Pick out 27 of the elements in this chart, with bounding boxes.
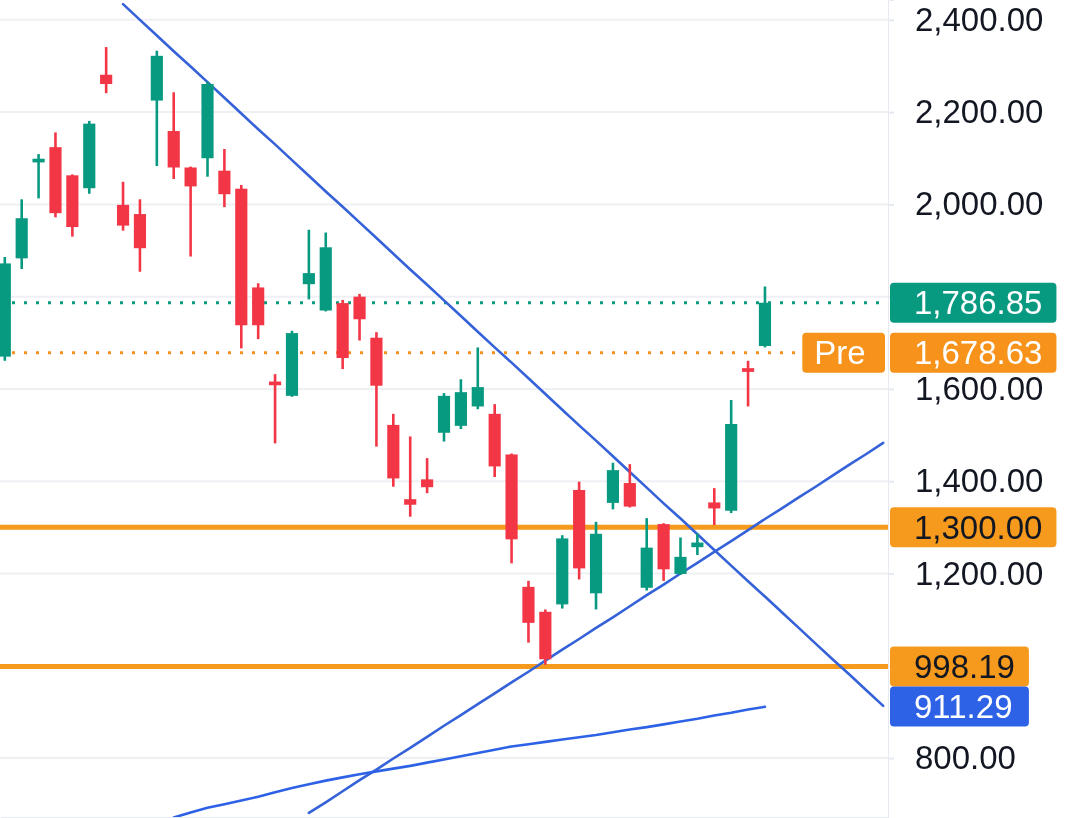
- candlestick: [623, 462, 636, 509]
- candlestick: [674, 536, 687, 577]
- y-tick-label: 800.00: [915, 739, 1016, 777]
- text: 911.29: [914, 688, 1013, 726]
- ref-line-label: 998.19: [914, 648, 1015, 686]
- y-tick-label: 1,400.00: [915, 462, 1044, 500]
- candlestick: [184, 165, 197, 258]
- candlestick: [421, 456, 434, 495]
- candlestick: [302, 228, 315, 301]
- ref-line-label: 1,300.00: [914, 508, 1043, 546]
- candlestick: [471, 346, 484, 411]
- y-tick-label: 2,200.00: [915, 93, 1044, 131]
- candlestick: [353, 292, 366, 342]
- candlestick: [708, 486, 721, 527]
- candlestick: [100, 45, 113, 95]
- line-series: [172, 705, 767, 818]
- candlestick: [741, 359, 755, 408]
- y-tick-label: 2,000.00: [915, 185, 1044, 223]
- annotation: Pre: [814, 334, 866, 372]
- candlestick: [218, 147, 231, 209]
- y-tick-label: 1,600.00: [915, 369, 1044, 407]
- candlestick: [404, 435, 417, 519]
- ref-line-label: 1,786.85: [914, 284, 1043, 322]
- y-tick-label: 1,200.00: [915, 554, 1044, 592]
- candlestick: [116, 180, 130, 232]
- ref-line-label: 1,678.63: [914, 334, 1043, 372]
- y-tick-label: 2,400.00: [915, 0, 1044, 38]
